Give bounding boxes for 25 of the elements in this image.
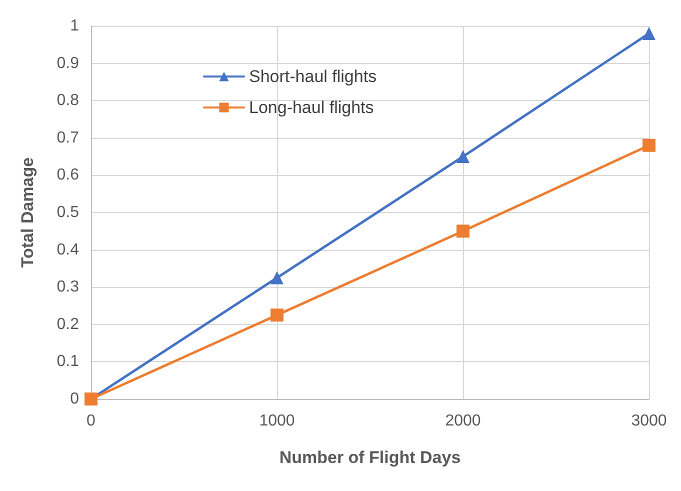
point: [642, 138, 656, 152]
y-tick-label: 0.7: [56, 129, 80, 146]
legend-label: Short-haul flights: [249, 67, 377, 86]
point: [270, 271, 284, 284]
y-tick-label: 0.8: [56, 92, 80, 110]
x-axis-title: Number of Flight Days: [279, 448, 461, 467]
legend-label: Long-haul flights: [249, 98, 374, 117]
y-tick-label: 0.5: [56, 204, 80, 221]
point: [270, 308, 284, 322]
point: [456, 224, 470, 238]
point: [456, 150, 470, 164]
y-tick-label: 0.4: [56, 241, 80, 258]
y-tick-label: 0.6: [56, 166, 80, 184]
x-tick-label: 2000: [445, 412, 481, 430]
point: [642, 26, 656, 40]
x-tick-label: 3000: [631, 412, 667, 430]
y-tick-label: 0.1: [56, 353, 80, 370]
y-tick-label: 0.3: [56, 278, 80, 296]
y-tick-label: 0: [70, 390, 80, 408]
x-tick-label: 0: [86, 412, 96, 430]
x-tick-label: 1000: [259, 412, 295, 430]
y-axis-title: Total Damage: [18, 157, 37, 268]
y-tick-label: 0.9: [56, 54, 80, 72]
y-tick-label: 0.2: [56, 316, 80, 333]
y-tick-label: 1: [70, 18, 80, 34]
